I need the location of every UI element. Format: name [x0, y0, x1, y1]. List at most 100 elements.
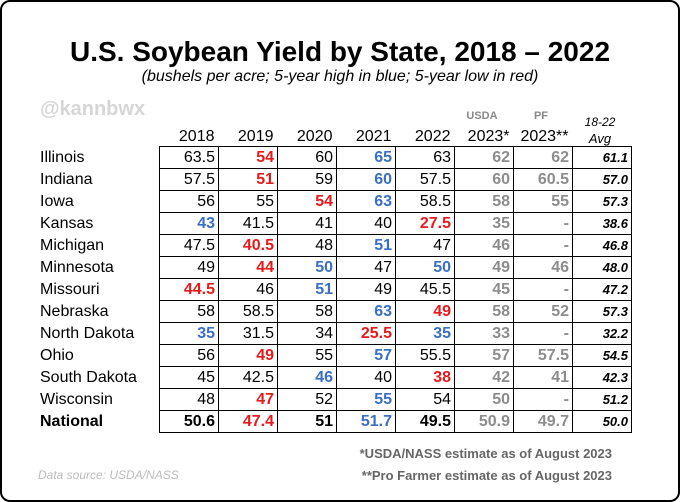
state: Ohio [40, 346, 74, 364]
cell: 51 [218, 168, 278, 191]
cell: - [513, 234, 573, 257]
column-header-top: 18-22 [584, 115, 616, 129]
state: National [40, 412, 104, 430]
cell: 44 [218, 256, 278, 279]
cell: 50 [395, 256, 455, 279]
cell: 54 [395, 388, 455, 411]
column-header-label: 2022 [414, 128, 451, 145]
column-header-label: 2023** [520, 128, 569, 145]
cell: 57.0 [572, 168, 632, 191]
row: Michigan 47.5 40.5 48 51 47 46-46.8 [38, 234, 632, 257]
column-header-label: 2020 [296, 128, 333, 145]
cell: 57.5 [159, 168, 219, 191]
cell: 54.5 [572, 344, 632, 367]
cell: 31.5 [218, 322, 278, 345]
row: Nebraska 58 58.5 58 63 49 58 52 57.3 [38, 300, 632, 323]
cell: 63 [336, 190, 396, 213]
yield-table: 2018 2019 2020 2021 2022 USDA 2023* PF 2023** 18-… [38, 106, 632, 433]
cell: 61.1 [572, 146, 632, 169]
column-header: 2022 [396, 106, 455, 147]
cell: 48.0 [572, 256, 632, 279]
corner [38, 106, 160, 147]
cell: 60 [454, 168, 514, 191]
cell: 62 [454, 146, 514, 169]
row: Ohio 56 49 55 57 55.5 57 57.5 54.5 [38, 344, 632, 367]
row: Iowa 56 55 54 63 58.5 58 55 57.3 [38, 190, 632, 213]
cell: - [513, 388, 573, 411]
source: Data source: USDA/NASS [38, 468, 179, 482]
cell: 43 [159, 212, 219, 235]
cell: 50 [454, 388, 514, 411]
cell: 54 [218, 146, 278, 169]
cell: 45.5 [395, 278, 455, 301]
cell: 58.5 [218, 300, 278, 323]
cell: 58 [454, 190, 514, 213]
column-header-label: 2019 [237, 128, 274, 145]
cell: 35 [159, 322, 219, 345]
cell: - [513, 322, 573, 345]
state: North Dakota [40, 324, 135, 342]
cell: 25.5 [336, 322, 396, 345]
cell: 50 [277, 256, 337, 279]
cell: 49.5 [395, 410, 455, 433]
cell: 49 [454, 256, 514, 279]
header-row: 2018 2019 2020 2021 2022 USDA 2023* PF 2023** 18-… [38, 106, 632, 147]
column-header: 2020 [278, 106, 337, 147]
cell: 55.5 [395, 344, 455, 367]
cell: 60 [277, 146, 337, 169]
cell: 27.5 [395, 212, 455, 235]
cell: 34 [277, 322, 337, 345]
cell: 62 [513, 146, 573, 169]
cell: 51 [277, 278, 337, 301]
cell: 51 [277, 410, 337, 433]
cell: - [513, 212, 573, 235]
state: Michigan [40, 236, 105, 254]
state: Minnesota [40, 258, 114, 276]
cell: 49 [159, 256, 219, 279]
cell: 57.3 [572, 300, 632, 323]
cell: 49 [395, 300, 455, 323]
cell: 60 [336, 168, 396, 191]
row: Minnesota 49 44 50 47 50 49 46 48.0 [38, 256, 632, 279]
watermark: @kannbwx [40, 98, 146, 120]
cell: 42 [454, 366, 514, 389]
cell: 50.6 [159, 410, 219, 433]
state: Indiana [40, 170, 93, 188]
column-header: 2019 [219, 106, 278, 147]
row: Kansas 43 41.5 41 40 27.5 35-38.6 [38, 212, 632, 235]
column-header-top: USDA [466, 110, 498, 122]
cell: 41 [277, 212, 337, 235]
footnote: *USDA/NASS estimate as of August 2023 [359, 446, 612, 461]
column-header-label: 2023* [467, 128, 510, 145]
column-header: 18-22 Avg [573, 106, 632, 147]
cell: 65 [336, 146, 396, 169]
cell: 44.5 [159, 278, 219, 301]
cell: 57.3 [572, 190, 632, 213]
cell: 58 [454, 300, 514, 323]
cell: 63 [336, 300, 396, 323]
subtitle: (bushels per acre; 5-year high in blue; … [141, 68, 539, 85]
cell: 51.2 [572, 388, 632, 411]
cell: 45 [454, 278, 514, 301]
cell: 55 [218, 190, 278, 213]
state: Iowa [40, 192, 74, 210]
cell: 60.5 [513, 168, 573, 191]
cell: 47 [395, 234, 455, 257]
row: National 50.6 47.4 51 51.7 49.5 50.9 49.7 50.0 [38, 410, 632, 433]
state: Wisconsin [40, 390, 113, 408]
cell: 46 [218, 278, 278, 301]
cell: 47 [218, 388, 278, 411]
cell: 51.7 [336, 410, 396, 433]
cell: - [513, 278, 573, 301]
cell: 63.5 [159, 146, 219, 169]
cell: 49.7 [513, 410, 573, 433]
state: Illinois [40, 148, 85, 166]
cell: 59 [277, 168, 337, 191]
cell: 32.2 [572, 322, 632, 345]
column-header: PF 2023** [514, 106, 573, 147]
cell: 40.5 [218, 234, 278, 257]
cell: 38 [395, 366, 455, 389]
cell: 41 [513, 366, 573, 389]
cell: 41.5 [218, 212, 278, 235]
